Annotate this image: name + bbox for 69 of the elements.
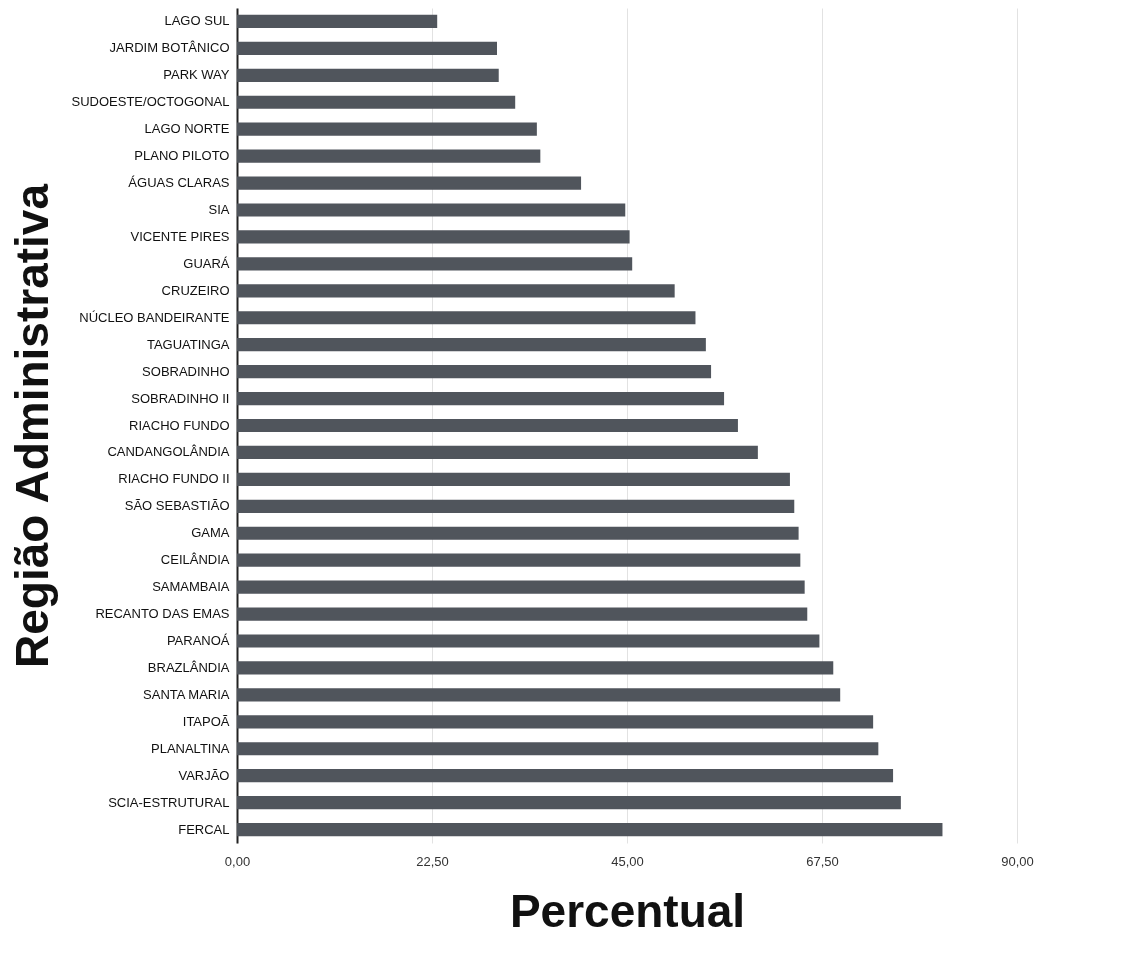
y-tick-label: PLANALTINA <box>150 740 230 756</box>
y-tick-label: PLANO PILOTO <box>134 148 230 164</box>
y-tick-label: PARANOÁ <box>166 632 230 648</box>
y-tick-label: ÁGUAS CLARAS <box>128 175 230 191</box>
x-tick-label: 90,00 <box>1001 853 1034 869</box>
y-tick-label: VICENTE PIRES <box>130 228 230 244</box>
bar <box>237 122 537 136</box>
bar <box>237 742 879 756</box>
y-axis-title: Região Administrativa <box>5 183 58 668</box>
y-tick-label: SOBRADINHO <box>142 363 230 379</box>
bar <box>237 526 799 540</box>
y-tick-label: ITAPOÃ <box>182 713 230 729</box>
y-tick-label: SOBRADINHO II <box>131 390 230 406</box>
y-tick-label: SÃO SEBASTIÃO <box>124 498 230 514</box>
bar <box>237 822 943 837</box>
x-axis-title: Percentual <box>509 884 746 937</box>
bar <box>237 715 874 729</box>
bar <box>237 634 820 648</box>
bar <box>237 472 790 486</box>
bar <box>237 365 712 379</box>
y-tick-label: FERCAL <box>178 821 230 837</box>
y-tick-label: VARJÃO <box>178 767 230 783</box>
y-tick-label: CRUZEIRO <box>161 282 230 298</box>
bar <box>237 661 834 675</box>
bar <box>237 607 808 621</box>
y-tick-label: LAGO NORTE <box>144 121 230 137</box>
y-tick-label: CANDANGOLÂNDIA <box>107 444 230 460</box>
bar <box>237 203 626 217</box>
y-tick-label: RIACHO FUNDO II <box>118 471 230 487</box>
bar <box>237 176 582 190</box>
y-tick-label: SUDOESTE/OCTOGONAL <box>71 94 230 110</box>
bar <box>237 68 499 82</box>
bar <box>237 580 805 594</box>
x-tick-label: 67,50 <box>806 853 839 869</box>
y-tick-label: CEILÂNDIA <box>160 552 230 568</box>
bar <box>237 230 630 244</box>
y-tick-label: PARK WAY <box>163 67 230 83</box>
x-tick-label: 45,00 <box>611 853 644 869</box>
bar <box>237 499 795 513</box>
y-tick-label: SAMAMBAIA <box>152 579 230 595</box>
x-tick-label: 0,00 <box>224 853 251 869</box>
bar <box>237 14 438 29</box>
y-tick-label: SANTA MARIA <box>143 686 230 702</box>
bar <box>237 796 901 810</box>
y-tick-label: GUARÁ <box>183 255 230 271</box>
bar <box>237 418 738 433</box>
y-tick-label: RIACHO FUNDO <box>129 417 230 433</box>
y-tick-label: TAGUATINGA <box>146 336 230 352</box>
bar <box>237 445 758 460</box>
bar <box>237 95 516 109</box>
y-tick-label: SCIA-ESTRUTURAL <box>108 794 230 810</box>
bar <box>237 257 633 271</box>
bar <box>237 553 801 567</box>
x-tick-label: 22,50 <box>416 853 449 869</box>
y-tick-label: SIA <box>208 202 230 218</box>
bar <box>237 41 497 55</box>
bar <box>237 688 841 702</box>
bar <box>237 311 696 325</box>
y-tick-label: JARDIM BOTÂNICO <box>109 40 230 56</box>
bar <box>237 149 541 163</box>
bar <box>237 284 675 298</box>
bar <box>237 338 706 352</box>
bar <box>237 769 894 783</box>
y-tick-label: BRAZLÂNDIA <box>147 659 230 675</box>
y-tick-label: NÚCLEO BANDEIRANTE <box>79 309 230 325</box>
y-tick-label: RECANTO DAS EMAS <box>95 606 230 622</box>
y-tick-label: GAMA <box>191 525 230 541</box>
bar <box>237 391 725 406</box>
y-tick-label: LAGO SUL <box>164 13 230 29</box>
